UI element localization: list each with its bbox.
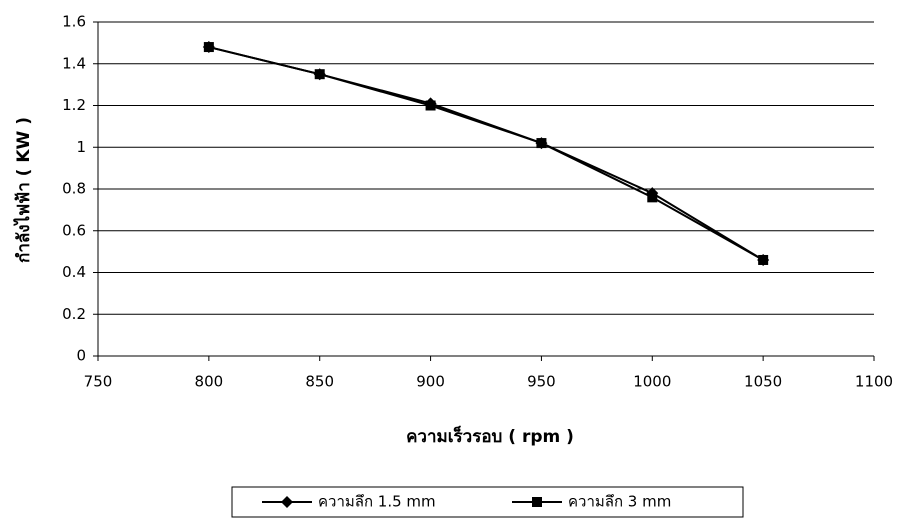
x-tick-label: 800 bbox=[195, 373, 224, 391]
x-tick-label: 950 bbox=[527, 373, 556, 391]
data-point bbox=[647, 192, 658, 203]
y-tick-label: 1.4 bbox=[62, 54, 86, 72]
y-tick-label: 0.6 bbox=[62, 221, 86, 239]
y-tick-label: 0 bbox=[76, 347, 86, 365]
y-tick-label: 1.6 bbox=[62, 13, 86, 31]
x-tick-label: 850 bbox=[305, 373, 334, 391]
data-point bbox=[314, 69, 325, 80]
series-line bbox=[208, 46, 764, 261]
y-tick-label: 0.2 bbox=[62, 305, 86, 323]
x-tick-label: 1100 bbox=[855, 373, 893, 391]
data-point bbox=[536, 138, 547, 149]
legend-label: ความลึก 1.5 mm bbox=[318, 493, 436, 511]
x-tick-label: 750 bbox=[84, 373, 113, 391]
data-point bbox=[425, 100, 436, 111]
y-axis-title: กำลังไฟฟ้า ( KW ) bbox=[13, 117, 34, 263]
x-tick-label: 1050 bbox=[744, 373, 782, 391]
x-tick-label: 1000 bbox=[633, 373, 671, 391]
y-tick-label: 1 bbox=[76, 138, 86, 156]
y-tick-label: 1.2 bbox=[62, 96, 86, 114]
legend-box bbox=[231, 486, 744, 518]
x-axis-title: ความเร็วรอบ ( rpm ) bbox=[406, 424, 574, 447]
data-point bbox=[203, 42, 214, 53]
legend-marker bbox=[532, 497, 542, 507]
y-tick-label: 0.4 bbox=[62, 263, 86, 281]
legend-label: ความลึก 3 mm bbox=[568, 493, 671, 511]
data-point bbox=[758, 254, 769, 265]
y-tick-label: 0.8 bbox=[62, 180, 86, 198]
x-tick-label: 900 bbox=[416, 373, 445, 391]
legend-marker bbox=[281, 496, 293, 508]
series-line bbox=[208, 46, 764, 261]
